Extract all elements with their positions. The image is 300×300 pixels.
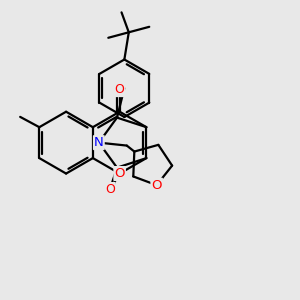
Text: O: O [152, 178, 162, 192]
Text: N: N [94, 136, 104, 149]
Text: O: O [105, 183, 115, 196]
Text: O: O [114, 167, 125, 180]
Text: O: O [115, 83, 124, 96]
